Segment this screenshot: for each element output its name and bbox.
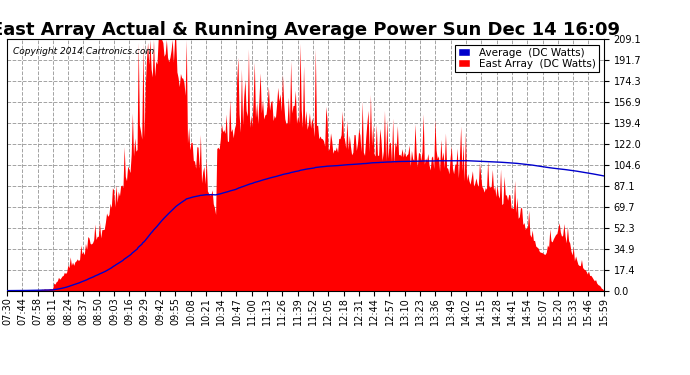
Text: Copyright 2014 Cartronics.com: Copyright 2014 Cartronics.com <box>13 47 154 56</box>
Title: East Array Actual & Running Average Power Sun Dec 14 16:09: East Array Actual & Running Average Powe… <box>0 21 620 39</box>
Legend: Average  (DC Watts), East Array  (DC Watts): Average (DC Watts), East Array (DC Watts… <box>455 45 598 72</box>
